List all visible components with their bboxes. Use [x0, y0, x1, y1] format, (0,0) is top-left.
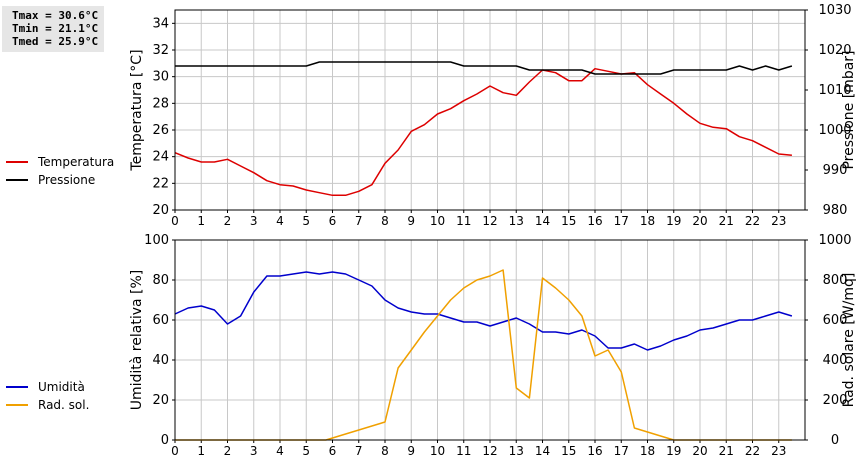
chart1-x-tick-label: 4: [276, 214, 284, 228]
chart2-x-tick-label: 3: [250, 444, 258, 458]
chart2-x-tick-label: 17: [614, 444, 629, 458]
chart2-y-tick-label: 60: [152, 313, 169, 328]
chart2-x-tick-label: 6: [329, 444, 337, 458]
chart1-y-tick-label: 28: [152, 96, 169, 111]
chart2-y-right-axis-title: Rad. solare [W/mq]: [841, 273, 857, 408]
tmin-label: Tmin = 21.1°C: [12, 22, 99, 35]
chart1-x-tick-label: 0: [171, 214, 179, 228]
chart2-series-rad-sol: [175, 269, 792, 441]
chart1-y-tick-label: 32: [152, 43, 169, 58]
chart1-x-tick-label: 10: [430, 214, 445, 228]
chart2-x-tick-label: 5: [302, 444, 310, 458]
chart2-y-tick-label: 80: [152, 273, 169, 288]
chart1-plot-frame: [174, 9, 806, 211]
chart1-x-tick-label: 7: [355, 214, 363, 228]
chart2-y-right-tick-label: 1000: [818, 233, 851, 248]
chart2-y-tick-label: 100: [144, 233, 169, 248]
chart1-y-right-tick-label: 1000: [818, 123, 851, 138]
chart1-x-tick-label: 13: [509, 214, 524, 228]
chart1-x-tick-label: 19: [666, 214, 681, 228]
chart2-x-tick-label: 16: [587, 444, 602, 458]
chart1-x-tick-label: 23: [771, 214, 786, 228]
chart2-x-tick-label: 22: [745, 444, 760, 458]
chart1-x-tick-label: 18: [640, 214, 655, 228]
stats-box: Tmax = 30.6°C Tmin = 21.1°C Tmed = 25.9°…: [2, 6, 104, 52]
chart2-x-tick-label: 21: [719, 444, 734, 458]
chart1-x-tick-label: 5: [302, 214, 310, 228]
chart2-y-right-tick-label: 0: [831, 433, 839, 448]
chart1-x-tick-label: 15: [561, 214, 576, 228]
chart1-y-right-tick-label: 1030: [818, 3, 851, 18]
chart2-y-right-tick-label: 600: [823, 313, 848, 328]
chart2-plot-frame: [174, 239, 806, 441]
chart2-x-tick-label: 20: [692, 444, 707, 458]
chart1-y-right-tick-label: 1010: [818, 83, 851, 98]
chart1-y-tick-label: 30: [152, 70, 169, 85]
chart1-y-axis-title: Temperatura [°C]: [129, 49, 145, 171]
chart1-x-tick-label: 14: [535, 214, 550, 228]
chart2-y-axis-title: Umidità relativa [%]: [129, 270, 145, 411]
chart1-x-tick-label: 9: [407, 214, 415, 228]
chart1-series-pressione: [175, 61, 793, 75]
chart1-x-tick-label: 22: [745, 214, 760, 228]
chart1-y-right-tick-label: 990: [823, 163, 848, 178]
chart1-x-tick-label: 20: [692, 214, 707, 228]
chart2-y-right-tick-label: 200: [823, 393, 848, 408]
chart1-y-tick-label: 34: [152, 16, 169, 31]
chart1-x-tick-label: 17: [614, 214, 629, 228]
chart2-x-tick-label: 1: [197, 444, 205, 458]
chart1-x-tick-label: 3: [250, 214, 258, 228]
chart2-x-tick-label: 15: [561, 444, 576, 458]
chart2-x-tick-label: 7: [355, 444, 363, 458]
chart2-x-tick-label: 13: [509, 444, 524, 458]
chart2-y-right-tick-label: 800: [823, 273, 848, 288]
chart1-x-tick-label: 2: [224, 214, 232, 228]
chart2-x-tick-label: 4: [276, 444, 284, 458]
chart1-x-tick-label: 8: [381, 214, 389, 228]
chart1-y-tick-label: 26: [152, 123, 169, 138]
chart2-x-tick-label: 11: [456, 444, 471, 458]
chart2-y-right-tick-label: 400: [823, 353, 848, 368]
chart2-x-tick-label: 2: [224, 444, 232, 458]
tmax-label: Tmax = 30.6°C: [12, 9, 99, 22]
chart1-y-tick-label: 22: [152, 176, 169, 191]
chart2-legend-label-rad-sol: Rad. sol.: [38, 398, 89, 412]
chart1-x-tick-label: 1: [197, 214, 205, 228]
chart2-x-tick-label: 10: [430, 444, 445, 458]
chart2-y-tick-label: 0: [161, 433, 169, 448]
tmed-label: Tmed = 25.9°C: [12, 35, 99, 48]
chart2-series-umidita: [174, 271, 793, 351]
chart2-x-tick-label: 9: [407, 444, 415, 458]
chart2-x-tick-label: 8: [381, 444, 389, 458]
chart1-y-tick-label: 24: [152, 150, 169, 165]
chart1-x-tick-label: 16: [587, 214, 602, 228]
chart2-x-tick-label: 23: [771, 444, 786, 458]
chart1-y-right-tick-label: 980: [823, 203, 848, 218]
chart1-y-right-tick-label: 1020: [818, 43, 851, 58]
chart1-x-tick-label: 21: [719, 214, 734, 228]
chart1-x-tick-label: 11: [456, 214, 471, 228]
chart1-series-temperatura: [174, 67, 792, 197]
chart2-y-tick-label: 20: [152, 393, 169, 408]
chart1-y-tick-label: 20: [152, 203, 169, 218]
chart2-y-tick-label: 40: [152, 353, 169, 368]
chart1-legend-label-temperatura: Temperatura: [37, 155, 114, 169]
chart2-x-tick-label: 14: [535, 444, 550, 458]
chart1-x-tick-label: 12: [482, 214, 497, 228]
chart2-x-tick-label: 0: [171, 444, 179, 458]
chart2-x-tick-label: 19: [666, 444, 681, 458]
chart1-legend-label-pressione: Pressione: [38, 173, 95, 187]
chart1-x-tick-label: 6: [329, 214, 337, 228]
chart2-legend-label-umidita: Umidità: [38, 380, 85, 394]
chart2-x-tick-label: 12: [482, 444, 497, 458]
chart2-x-tick-label: 18: [640, 444, 655, 458]
chart1-y-right-axis-title: Pressione [mbar]: [841, 50, 857, 169]
